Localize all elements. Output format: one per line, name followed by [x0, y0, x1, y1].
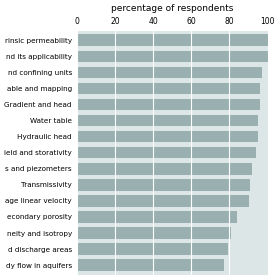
Bar — [77, 50, 268, 62]
Bar — [77, 195, 249, 207]
Bar — [77, 227, 231, 239]
Title: percentage of respondents: percentage of respondents — [111, 4, 233, 13]
Bar — [77, 34, 268, 46]
Bar — [77, 243, 268, 255]
Bar — [77, 67, 268, 78]
Bar — [77, 83, 260, 94]
Bar — [77, 163, 268, 175]
Bar — [77, 99, 268, 110]
Bar — [77, 179, 251, 191]
Bar — [77, 147, 256, 158]
Bar — [77, 83, 268, 94]
Bar — [77, 163, 252, 175]
Bar — [77, 179, 268, 191]
Bar — [77, 131, 268, 142]
Bar — [77, 34, 268, 46]
Bar — [77, 115, 268, 126]
Bar — [77, 211, 268, 223]
Bar — [77, 115, 258, 126]
Bar — [77, 259, 224, 271]
Bar — [77, 243, 227, 255]
Bar — [77, 259, 268, 271]
Bar — [77, 195, 268, 207]
Bar — [77, 99, 260, 110]
Bar — [77, 50, 268, 62]
Bar — [77, 131, 258, 142]
Bar — [77, 211, 237, 223]
Bar — [77, 227, 268, 239]
Bar — [77, 147, 268, 158]
Bar — [77, 67, 262, 78]
